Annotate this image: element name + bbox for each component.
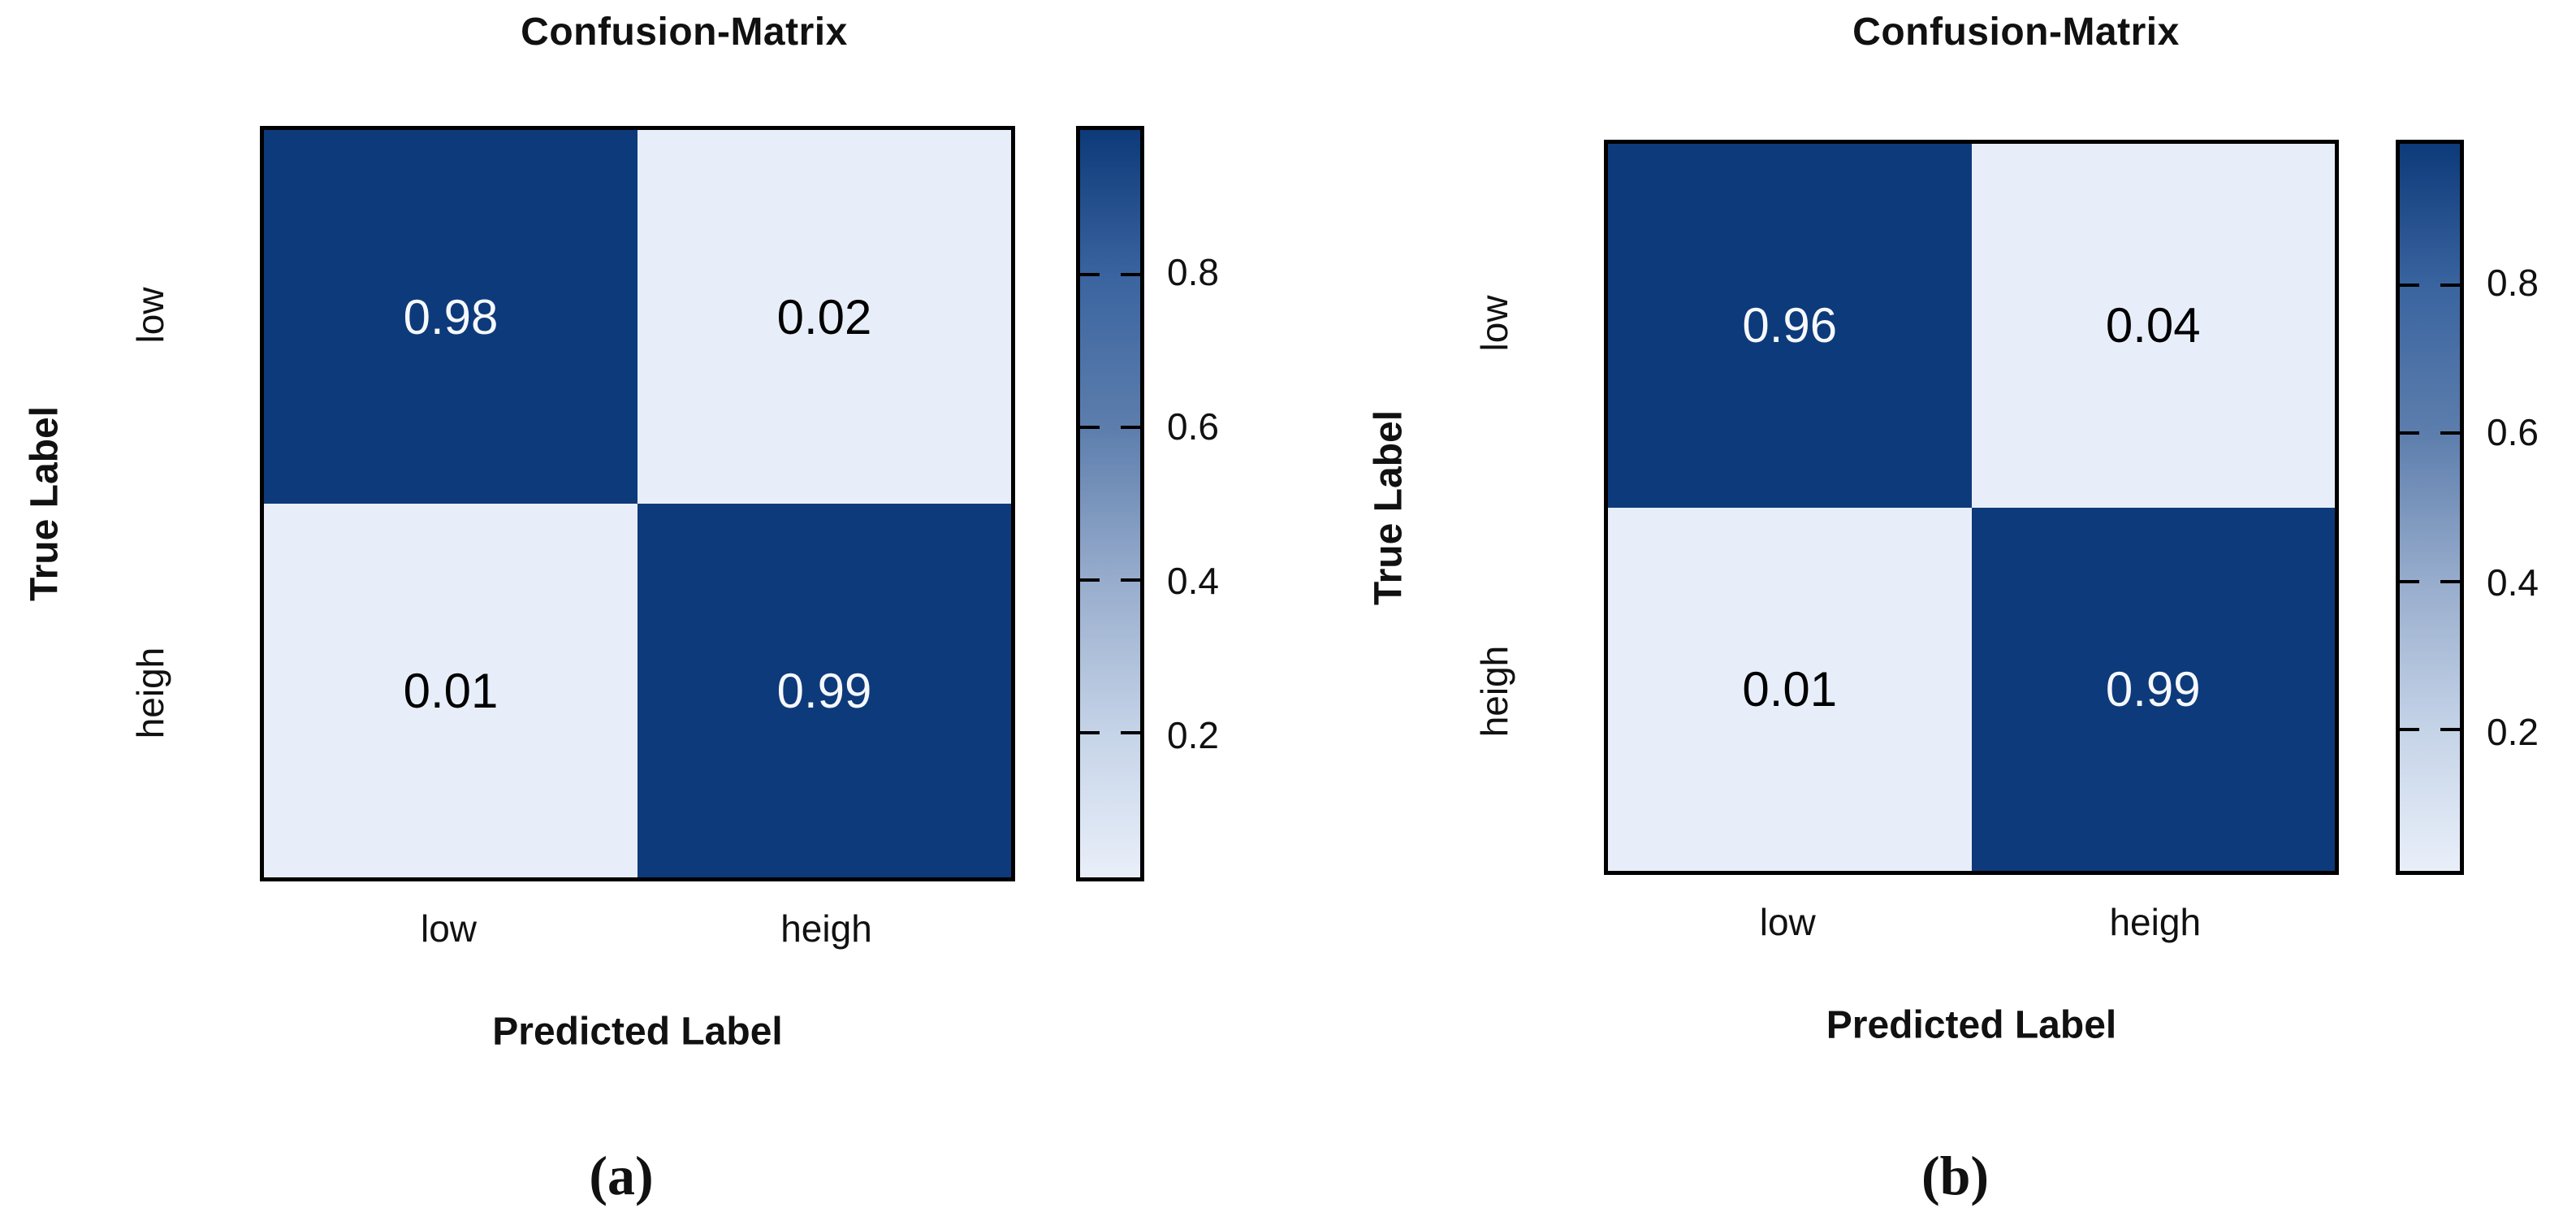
subfigure-caption-a: (a)	[589, 1145, 654, 1206]
colorbar-tick-label: 0.6	[2487, 411, 2539, 454]
x-axis-label: Predicted Label	[1826, 1003, 2117, 1047]
confusion-matrix-panel-b: Confusion-Matrix True Label low heigh 0.…	[1288, 0, 2576, 1206]
matrix-cell-true-heigh-pred-heigh: 0.99	[1971, 507, 2335, 871]
matrix-cell-true-heigh-pred-low: 0.01	[1608, 507, 1972, 871]
colorbar-tick-label: 0.6	[1167, 405, 1219, 448]
chart-title: Confusion-Matrix	[1852, 11, 2180, 54]
matrix-cell-true-low-pred-low: 0.98	[264, 130, 638, 504]
matrix-cell-true-low-pred-heigh: 0.04	[1971, 144, 2335, 508]
x-tick-label-low: low	[1759, 901, 1816, 943]
y-axis-label: True Label	[1367, 409, 1411, 605]
y-axis-label: True Label	[23, 405, 67, 602]
matrix-cell-true-low-pred-low: 0.96	[1608, 144, 1972, 508]
y-tick-label-heigh: heigh	[129, 647, 171, 738]
x-axis-label: Predicted Label	[492, 1010, 783, 1054]
subfigure-caption-b: (b)	[1921, 1145, 1990, 1206]
x-tick-label-low: low	[420, 907, 478, 950]
confusion-matrix-panel-a: Confusion-Matrix True Label low heigh 0.…	[0, 0, 1288, 1206]
y-tick-label-heigh: heigh	[1473, 645, 1515, 738]
heatmap-matrix: 0.96 0.04 0.01 0.99	[1604, 140, 2339, 875]
y-tick-label-low: low	[129, 286, 171, 344]
colorbar	[1076, 126, 1144, 881]
chart-title: Confusion-Matrix	[521, 11, 848, 54]
colorbar-tick-label: 0.8	[1167, 251, 1219, 294]
colorbar-tick-label: 0.4	[2487, 561, 2539, 604]
x-tick-label-heigh: heigh	[780, 907, 872, 950]
matrix-cell-true-heigh-pred-heigh: 0.99	[638, 504, 1011, 877]
matrix-cell-true-heigh-pred-low: 0.01	[264, 504, 638, 877]
colorbar	[2396, 140, 2464, 875]
colorbar-tick-label: 0.2	[1167, 713, 1219, 756]
colorbar-tick-label: 0.4	[1167, 559, 1219, 602]
colorbar-tick-label: 0.2	[2487, 711, 2539, 754]
y-tick-label-low: low	[1473, 295, 1515, 352]
colorbar-tick-label: 0.8	[2487, 261, 2539, 304]
matrix-cell-true-low-pred-heigh: 0.02	[638, 130, 1011, 504]
heatmap-matrix: 0.98 0.02 0.01 0.99	[260, 126, 1015, 881]
x-tick-label-heigh: heigh	[2109, 901, 2202, 943]
